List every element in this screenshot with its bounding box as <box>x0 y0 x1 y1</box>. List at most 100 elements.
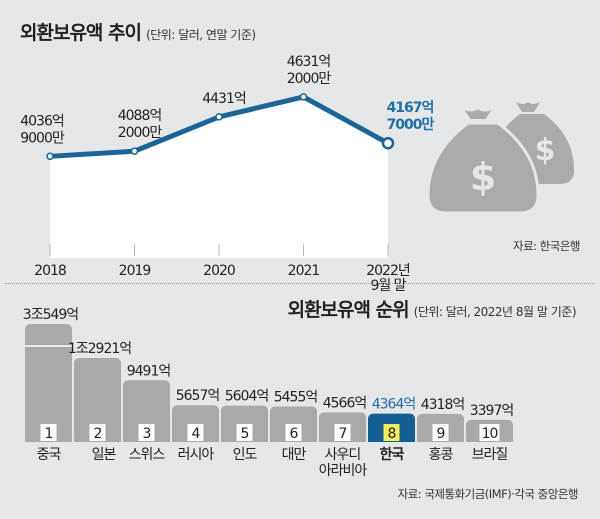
category-label-line: 브라질 <box>472 447 508 463</box>
bar-value-label-line: 5657억 <box>176 388 220 404</box>
line-chart-source: 자료: 한국은행 <box>512 239 581 253</box>
category-label-line: 인도 <box>233 447 258 463</box>
data-label-line: 4167억 <box>387 100 434 116</box>
data-label-line: 4088억 <box>118 108 162 124</box>
bar-value-label-line: 1조2921억 <box>68 341 131 357</box>
data-point <box>130 147 139 155</box>
rank-badge <box>383 424 400 441</box>
line-chart-heading: 외환보유액 추이 (단위: 달러, 연말 기준) <box>20 18 256 45</box>
x-tick-label: 2022년 9월 말 <box>366 263 410 294</box>
bar-value-label-line: 3397억 <box>470 403 514 419</box>
bar-value-label-line: 4318억 <box>421 397 465 413</box>
bar <box>25 324 72 442</box>
bar <box>123 380 170 442</box>
x-tick-label: 2019 <box>119 263 151 279</box>
rank-number: 8 <box>388 426 396 442</box>
bar-value-label-line: 4364억 <box>372 397 416 413</box>
rank-number: 7 <box>339 426 347 442</box>
bar <box>74 358 121 442</box>
rank-badge <box>479 424 500 441</box>
category-label-line: 중국 <box>37 447 62 463</box>
rank-number-line: 3 <box>143 426 151 442</box>
bar-value-label: 5604억 <box>225 389 269 405</box>
rank-badge <box>40 424 57 441</box>
category-label: 인도 <box>233 447 258 463</box>
data-label: 4088억 2000만 <box>118 108 163 141</box>
rank-number-line: 4 <box>192 426 201 442</box>
category-label: 중국 <box>37 447 62 463</box>
line-chart-unit: (단위: 달러, 연말 기준) <box>146 28 256 42</box>
data-label-line: 4631억 <box>287 54 331 70</box>
money-bag-icon: $ $ <box>426 102 574 215</box>
data-point <box>299 93 308 101</box>
bar-chart-heading: 외환보유액 순위 (단위: 달러, 2022년 8월 말 기준) <box>287 295 577 322</box>
svg-text:$: $ <box>535 133 556 168</box>
category-label-line: 스위스 <box>129 447 166 463</box>
bar-value-label: 1조2921억 <box>68 341 131 357</box>
rank-badge <box>432 424 449 441</box>
category-label-line: 아라비아 <box>319 463 368 479</box>
rank-badge <box>89 424 106 441</box>
x-tick-label-line: 2021 <box>288 263 320 279</box>
x-tick-label-line: 2019 <box>119 263 151 279</box>
bar-value-label: 4364억 <box>372 397 416 413</box>
svg-text:$: $ <box>470 155 496 199</box>
rank-number-line: 8 <box>388 426 396 442</box>
data-label-line: 4036억 <box>20 113 64 129</box>
rank-number: 10 <box>482 426 498 442</box>
section-divider <box>5 283 595 284</box>
x-tick-label-line: 2018 <box>34 263 66 279</box>
rank-badge <box>334 424 351 441</box>
data-label-line: 7000만 <box>387 117 435 133</box>
bar-value-label: 4318억 <box>421 397 465 413</box>
x-tick-label-line: 9월 말 <box>370 278 406 294</box>
rank-badge <box>285 424 302 441</box>
data-point <box>381 136 395 150</box>
data-label-line: 4431억 <box>202 91 246 107</box>
data-label: 4431억 <box>202 91 246 107</box>
line-chart-title: 외환보유액 추이 <box>20 22 142 44</box>
category-label-line: 일본 <box>92 447 117 463</box>
category-label: 일본 <box>92 447 117 463</box>
data-label-line: 9000만 <box>20 130 65 146</box>
bar-value-label-line: 4566억 <box>323 395 367 411</box>
rank-number: 3 <box>143 426 151 442</box>
bar-value-label-line: 3조549억 <box>23 307 79 323</box>
bar-chart-title: 외환보유액 순위 <box>287 299 410 321</box>
bar-value-label: 3397억 <box>470 403 514 419</box>
category-label: 한국 <box>380 447 405 463</box>
bar-value-label: 9491억 <box>127 363 171 379</box>
rank-badge <box>187 424 204 441</box>
category-label: 사우디 아라비아 <box>319 447 368 479</box>
data-label: 4631억 2000만 <box>287 54 332 87</box>
rank-number-line: 5 <box>241 426 249 442</box>
category-label-line: 사우디 <box>325 447 361 463</box>
rank-number: 4 <box>192 426 201 442</box>
data-point <box>215 113 223 121</box>
bar-chart-unit: (단위: 달러, 2022년 8월 말 기준) <box>413 305 577 319</box>
rank-number-line: 6 <box>290 426 299 442</box>
x-tick-label: 2020 <box>203 263 235 279</box>
x-tick-label-line: 2020 <box>203 263 235 279</box>
bar-value-label: 3조549억 <box>23 307 79 323</box>
bar-chart-source: 자료: 국제통화기금(IMF)·각국 중앙은행 <box>397 487 579 501</box>
category-label-line: 홍콩 <box>429 447 454 463</box>
rank-number-line: 10 <box>482 426 498 442</box>
category-label-line: 대만 <box>282 447 307 463</box>
data-label: 4167억 7000만 <box>387 100 435 133</box>
bar-value-label: 5455억 <box>274 390 318 406</box>
x-tick-label: 2018 <box>34 263 66 279</box>
data-label: 4036억 9000만 <box>20 113 65 146</box>
line-area-fill <box>50 96 388 258</box>
rank-number: 2 <box>94 426 102 442</box>
category-label: 러시아 <box>178 447 215 463</box>
x-tick-label-line: 2022년 <box>366 263 410 279</box>
bar-value-label-line: 9491억 <box>127 363 171 379</box>
rank-number: 5 <box>241 426 249 442</box>
category-label: 브라질 <box>472 447 508 463</box>
rank-number: 9 <box>437 426 445 442</box>
bar-value-label: 4566억 <box>323 395 367 411</box>
rank-number-line: 9 <box>437 426 445 442</box>
